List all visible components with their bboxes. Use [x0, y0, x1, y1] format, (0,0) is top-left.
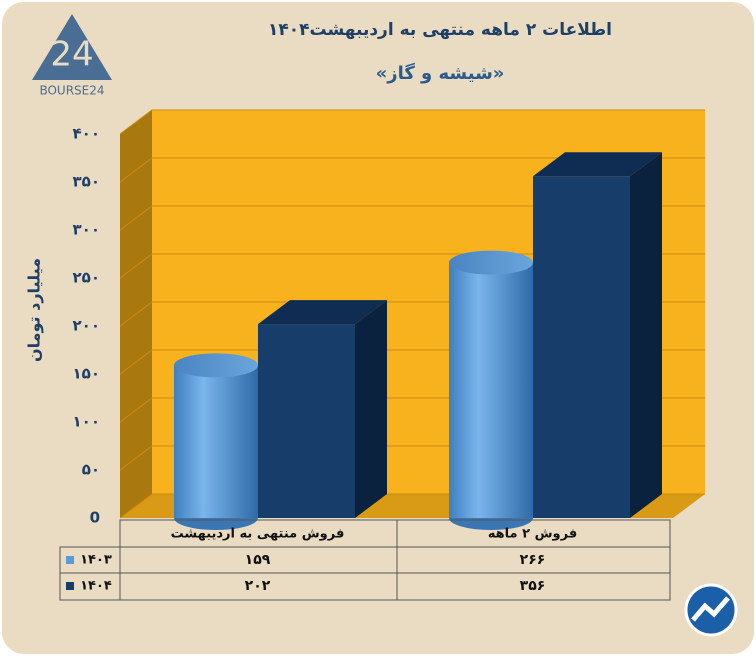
logo: 24 BOURSE24 — [32, 14, 112, 98]
grid-line — [119, 109, 705, 135]
svg-text:24: 24 — [50, 35, 93, 75]
legend-label: ۱۴۰۳ — [80, 553, 112, 568]
y-tick-label: 0 — [90, 509, 100, 527]
y-tick-label: ۳۵۰ — [73, 173, 100, 191]
box-bar — [533, 152, 662, 519]
box-side — [630, 152, 662, 519]
cylinder-top — [174, 353, 258, 378]
cylinder-bar — [174, 353, 258, 530]
box-front — [533, 176, 630, 519]
x-tick-label: فروش منتهی به اردیبهشت — [171, 527, 345, 542]
table-value: ۲۶۶ — [520, 552, 546, 568]
box-top — [533, 152, 662, 177]
table-value: ۲۰۲ — [245, 578, 271, 594]
x-tick-label: فروش ۲ ماهه — [488, 527, 577, 542]
y-tick-label: ۲۰۰ — [73, 317, 100, 335]
box-bar — [258, 300, 387, 518]
y-tick-label: ۱۰۰ — [73, 413, 100, 431]
cylinder-bar — [449, 250, 533, 530]
y-tick-label: ۴۰۰ — [73, 125, 100, 143]
grid-line — [119, 205, 705, 231]
y-tick-label: ۲۵۰ — [73, 269, 100, 287]
chart-subtitle: «شیشه و گاز» — [376, 62, 505, 84]
y-tick-label: ۵۰ — [82, 461, 100, 479]
y-tick-label: ۳۰۰ — [73, 221, 100, 239]
legend-label: ۱۴۰۴ — [80, 579, 112, 594]
box-side — [355, 300, 387, 518]
cylinder-top — [449, 250, 533, 275]
chart-title: اطلاعات ۲ ماهه منتهی به اردیبهشت۱۴۰۴ — [268, 20, 612, 40]
table-value: ۱۵۹ — [245, 552, 271, 568]
cylinder-body — [449, 262, 533, 518]
y-axis-label: میلیارد تومان — [25, 258, 44, 362]
legend-swatch — [66, 556, 74, 564]
data-table — [59, 519, 671, 601]
grid-line — [119, 253, 705, 279]
table-value: ۳۵۶ — [520, 578, 546, 594]
y-tick-label: ۱۵۰ — [73, 365, 100, 383]
grid-line — [119, 157, 705, 183]
cylinder-body — [174, 365, 258, 518]
box-top — [258, 300, 387, 325]
legend-swatch — [66, 582, 74, 590]
site-icon — [684, 583, 738, 637]
logo-text: BOURSE24 — [39, 84, 104, 98]
box-front — [258, 324, 355, 518]
